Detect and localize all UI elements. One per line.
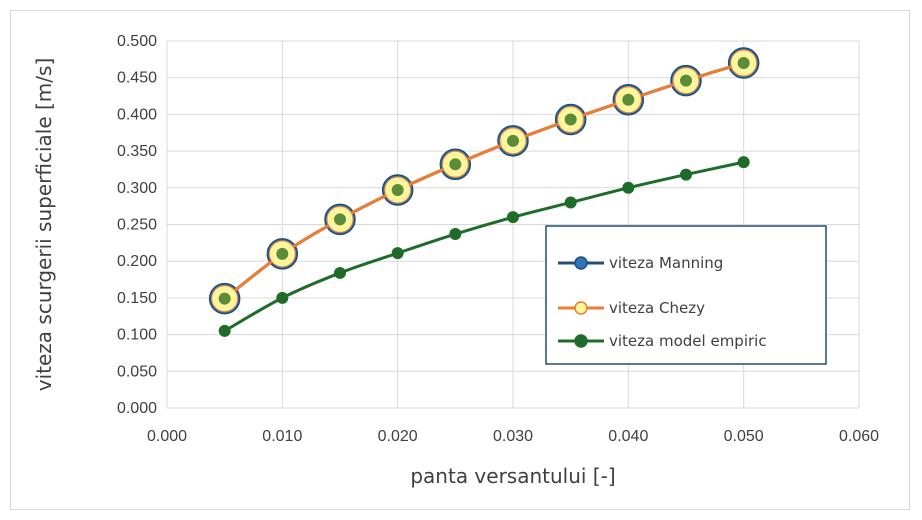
data-point [334,266,346,279]
data-point [680,168,692,181]
x-tick-label: 0.030 [493,428,533,445]
x-axis-ticks: 0.000 0.010 0.020 0.030 0.040 0.050 0.060 [147,428,879,445]
chart-frame: 0.000 0.010 0.020 0.030 0.040 0.050 0.060 0.00… [10,10,910,510]
series-line [223,61,745,300]
data-point-center [622,93,635,106]
y-tick-label: 0.150 [117,290,157,307]
data-point [218,324,231,337]
data-point-center [334,213,346,226]
data-point-center [449,158,462,171]
chart-canvas: 0.000 0.010 0.020 0.030 0.040 0.050 0.060 0.00… [32,33,879,488]
x-tick-label: 0.060 [839,428,879,445]
y-axis-title: viteza scurgerii superficiale [m/s] [32,58,56,392]
y-tick-label: 0.050 [117,363,157,380]
x-tick-label: 0.010 [262,428,302,445]
x-tick-label: 0.040 [608,428,648,445]
series-empiric [218,156,750,337]
data-point [622,181,635,194]
legend-marker [574,334,588,348]
y-tick-label: 0.350 [117,143,157,160]
data-point-center [276,247,289,260]
legend-marker [574,301,588,315]
y-tick-label: 0.200 [117,253,157,270]
series-chezy [211,49,758,313]
legend-label: viteza Chezy [609,299,705,317]
legend-item: viteza Chezy [558,299,705,317]
x-tick-label: 0.020 [378,428,418,445]
legend-marker [574,256,588,270]
data-point-center [564,113,577,126]
data-point-center [680,74,692,87]
x-axis-title: panta versantului [-] [410,464,615,488]
y-tick-label: 0.300 [117,180,157,197]
data-point [507,211,519,224]
y-tick-label: 0.500 [117,33,157,50]
data-point [564,196,577,209]
gridlines [166,40,860,409]
y-tick-label: 0.100 [117,327,157,344]
series-line [223,160,744,333]
data-point-center [391,184,404,197]
legend-label: viteza model empiric [609,332,767,350]
data-point-center [218,292,231,305]
data-point [737,156,750,169]
x-tick-label: 0.050 [724,428,764,445]
y-tick-label: 0.400 [117,106,157,123]
data-point [391,247,404,260]
legend-item: viteza Manning [558,254,723,272]
y-axis-ticks: 0.000 0.050 0.100 0.150 0.200 0.250 0.300 0.350… [117,33,157,417]
legend: viteza Manning viteza Chezy viteza model e… [545,225,827,365]
y-tick-label: 0.450 [117,70,157,87]
x-tick-label: 0.000 [147,428,187,445]
data-point [276,291,289,304]
data-point-center [507,134,519,147]
legend-label: viteza Manning [609,254,723,272]
legend-item: viteza model empiric [558,332,767,350]
data-point [449,228,462,241]
data-point-center [737,57,750,70]
y-tick-label: 0.250 [117,217,157,234]
y-tick-label: 0.000 [117,400,157,417]
series-layer [208,47,760,337]
